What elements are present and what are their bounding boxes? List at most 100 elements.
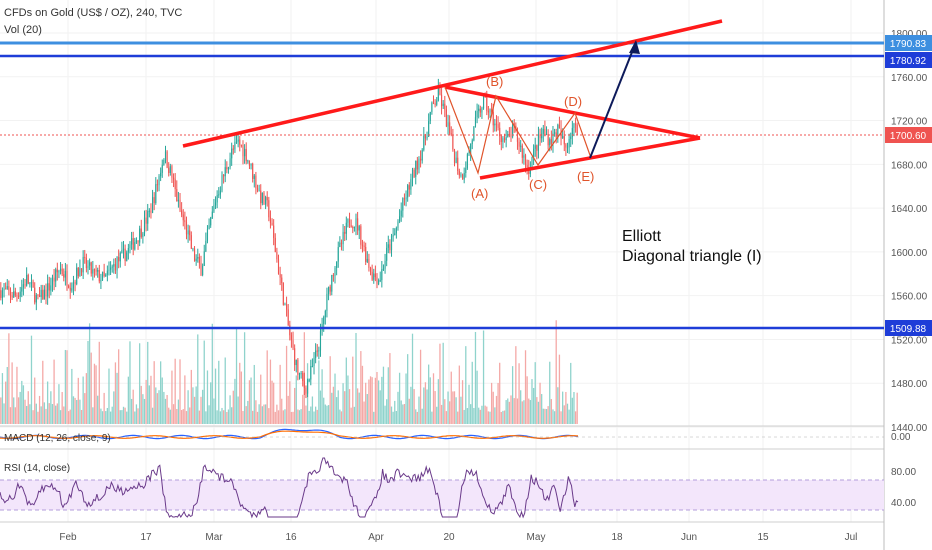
volume-bar: [394, 400, 396, 424]
candle-body: [374, 273, 376, 278]
volume-bar: [369, 376, 372, 424]
candle-body: [489, 109, 491, 113]
volume-bar: [421, 408, 423, 424]
time-tick-label: Mar: [205, 532, 223, 543]
candle-body: [274, 237, 276, 253]
candle-body: [284, 304, 286, 306]
volume-bar: [365, 382, 367, 424]
projection-arrow[interactable]: [589, 40, 640, 159]
volume-bar: [150, 375, 152, 424]
candle-body: [289, 325, 291, 336]
volume-bar: [532, 387, 535, 424]
volume-bar: [25, 405, 28, 424]
candle-body: [474, 117, 477, 127]
candle-body: [252, 163, 254, 179]
wave-label-c: (C): [529, 177, 547, 192]
volume-bar: [222, 410, 225, 424]
price-tags: 1790.83 1780.92 1700.60 1509.88: [885, 35, 932, 336]
time-tick-label: May: [527, 532, 546, 543]
volume-bar: [481, 405, 483, 424]
volume-bar: [5, 381, 7, 424]
volume-bar: [316, 409, 318, 424]
time-tick-label: Apr: [368, 532, 384, 543]
volume-bar: [214, 368, 217, 424]
candle-body: [376, 277, 378, 285]
candle-body: [334, 268, 336, 277]
volume-bar: [105, 411, 107, 424]
candle-body: [203, 251, 205, 266]
candle-body: [523, 155, 525, 158]
volume-bar: [381, 376, 383, 424]
candle-body: [281, 277, 283, 283]
candle-body: [27, 274, 29, 284]
candle-body: [213, 205, 215, 212]
volume-bar: [226, 411, 228, 424]
volume-bar: [260, 374, 262, 424]
volume-bar: [77, 377, 79, 424]
candle-body: [395, 227, 397, 234]
candle-body: [13, 291, 15, 298]
volume-bar: [156, 393, 159, 424]
candle-body: [507, 134, 509, 137]
volume-bar: [205, 411, 207, 424]
volume-bar: [264, 404, 267, 424]
candle-body: [573, 123, 575, 128]
volume-bar: [84, 393, 86, 424]
candle-body: [463, 173, 465, 180]
candle-body: [329, 286, 331, 292]
volume-bar: [368, 379, 370, 424]
volume-bar: [187, 390, 189, 424]
candle-body: [197, 256, 199, 259]
candle-body: [208, 225, 210, 230]
volume-bar: [544, 408, 546, 424]
candle-body: [35, 295, 37, 303]
volume-bar: [403, 403, 406, 424]
volume-bar: [448, 401, 451, 424]
candle-body: [563, 136, 565, 145]
candle-body: [106, 270, 108, 275]
volume-bar: [465, 346, 467, 424]
volume-bar: [176, 408, 178, 424]
candle-body: [505, 136, 507, 141]
volume-bar: [374, 377, 377, 424]
candle-body: [171, 166, 173, 178]
rsi-label: RSI (14, close): [4, 463, 70, 474]
volume-bar: [289, 381, 291, 424]
candle-body: [287, 309, 289, 326]
price-tag: [885, 320, 932, 336]
volume-bar: [489, 411, 491, 424]
volume-bar: [97, 395, 99, 424]
candle-body: [50, 285, 52, 291]
price-axis[interactable]: 1440.00 1480.00 1520.00 1560.00 1600.00 1640.…: [891, 29, 928, 434]
time-tick-label: Jun: [681, 532, 697, 543]
volume-bar: [145, 379, 147, 424]
candle-body: [98, 270, 100, 282]
candle-body: [240, 144, 242, 146]
candle-body: [211, 211, 213, 218]
volume-bar: [111, 406, 113, 424]
candle-body: [56, 269, 58, 273]
candle-body: [260, 190, 262, 204]
volume-bar: [143, 398, 146, 424]
candle-body: [189, 230, 191, 236]
candle-body: [42, 289, 44, 300]
candle-body: [473, 126, 475, 141]
candle-body: [408, 185, 410, 190]
volume-bar: [40, 406, 42, 424]
candle-body: [192, 248, 194, 250]
time-tick-label: 16: [285, 532, 297, 543]
time-axis[interactable]: Feb 17 Mar 16 Apr 20 May 18 Jun 15 Jul: [59, 532, 857, 543]
volume-bar: [471, 361, 473, 424]
volume-bar: [311, 396, 314, 424]
candle-body: [465, 168, 467, 174]
candle-body: [461, 174, 464, 180]
candle-body: [366, 258, 368, 262]
volume-bar: [552, 409, 554, 424]
candle-body: [421, 149, 423, 161]
candle-body: [345, 222, 347, 234]
candle-body: [3, 288, 5, 291]
candle-body: [140, 228, 142, 237]
arrow-shaft: [589, 41, 637, 159]
candle-body: [234, 141, 236, 150]
